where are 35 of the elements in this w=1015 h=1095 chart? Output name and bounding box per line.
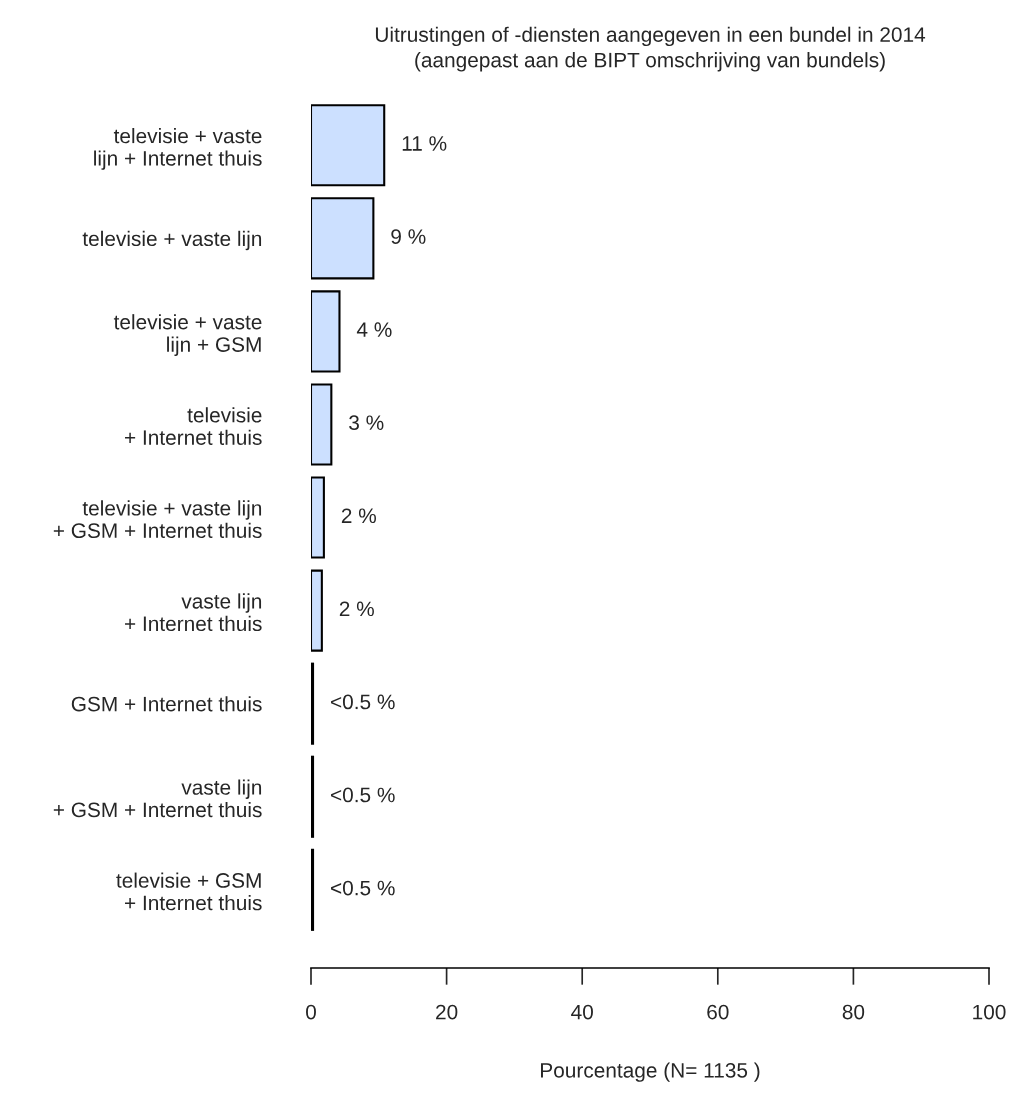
y-tick-label: televisie + GSM + Internet thuis (116, 872, 262, 911)
y-tick-label: televisie + vaste lijn + Internet thuis (94, 128, 262, 170)
data-label: 3 % (349, 415, 384, 431)
x-tick-label: 80 (842, 1004, 865, 1020)
y-tick-label: televisie + vaste lijn + GSM + Internet thuis (53, 500, 262, 539)
y-tick-label: vaste lijn + Internet thuis (125, 593, 262, 632)
y-tick-label: televisie + Internet thuis (125, 407, 262, 445)
data-label: 2 % (341, 508, 376, 524)
data-label: <0.5 % (331, 787, 395, 803)
y-tick-label: televisie + vaste lijn + GSM (113, 314, 262, 356)
data-label: 4 % (356, 322, 392, 337)
bar (311, 197, 375, 280)
data-label: 11 % (402, 136, 447, 151)
x-tick-label: 20 (436, 1004, 458, 1020)
bar (311, 569, 323, 652)
bar (311, 383, 333, 466)
y-tick-label: televisie + vaste lijn (82, 230, 262, 251)
x-tick-label: 60 (707, 1004, 729, 1020)
bar (311, 476, 325, 559)
x-tick-label: 40 (571, 1004, 593, 1020)
data-label: <0.5 % (331, 694, 395, 710)
y-tick-label: vaste lijn + GSM + Internet thuis (53, 779, 262, 818)
data-label: 9 % (391, 229, 426, 244)
bar (311, 104, 386, 187)
bar (311, 290, 341, 373)
data-label: <0.5 % (331, 880, 395, 896)
data-label: 2 % (339, 601, 374, 617)
bar (311, 662, 315, 745)
x-tick-label: 100 (973, 1004, 1006, 1020)
y-tick-label: GSM + Internet thuis (71, 696, 262, 712)
chart-title: Uitrustingen of -diensten aangegeven in een bundel in 2014 (aangepast aan de BIPT omschrijving van bundels) (375, 26, 926, 72)
bar (311, 848, 315, 931)
bar (311, 755, 315, 838)
x-axis-title: Pourcentage (N= 1135 ) (541, 1062, 760, 1082)
x-tick-label: 0 (306, 1004, 316, 1020)
